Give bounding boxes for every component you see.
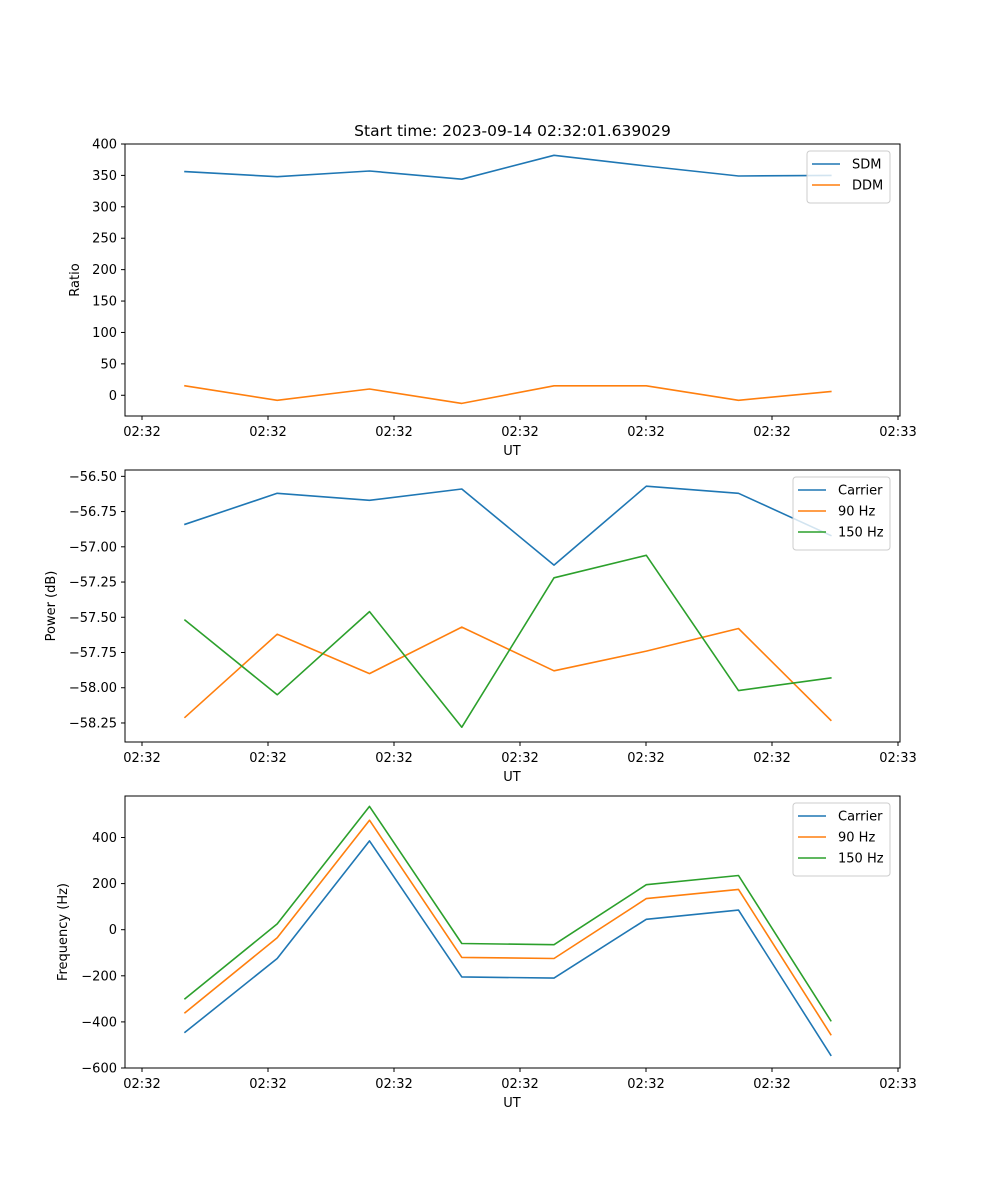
x-tick-label: 02:32 [627, 751, 664, 766]
y-tick-label: −57.50 [69, 611, 117, 626]
x-tick-label: 02:32 [375, 751, 412, 766]
x-tick-label: 02:32 [753, 425, 790, 440]
panel-ratio: 02:32 02:32 02:32 02:32 02:32 02:32 02:33 0 50 10… [68, 138, 917, 460]
x-tick-label: 02:32 [627, 425, 664, 440]
x-tick-label: 02:32 [249, 751, 286, 766]
panel-power: 02:32 02:32 02:32 02:32 02:32 02:32 02:33 −58.2… [44, 469, 917, 785]
y-tick-label: 100 [92, 326, 117, 341]
y-tick-label: −600 [81, 1062, 117, 1077]
x-axis-label: UT [503, 1096, 521, 1111]
legend-label: Carrier [838, 810, 883, 825]
x-tick-label: 02:32 [249, 1077, 286, 1092]
y-tick-label: −56.75 [69, 505, 117, 520]
y-tick-label: −400 [81, 1015, 117, 1030]
x-tick-label: 02:32 [123, 1077, 160, 1092]
y-axis-label: Ratio [68, 263, 83, 296]
legend-label: DDM [852, 179, 883, 194]
panel-frequency: 02:32 02:32 02:32 02:32 02:32 02:32 02:33 −600 −… [56, 795, 917, 1111]
legend-label: 150 Hz [838, 852, 884, 867]
y-tick-label: −200 [81, 969, 117, 984]
y-tick-label: 400 [92, 138, 117, 153]
x-axis-label: UT [503, 770, 521, 785]
legend-label: 150 Hz [838, 526, 884, 541]
axes-frame [124, 469, 901, 743]
series-line-sdm [184, 154, 832, 180]
series-line-ddm [184, 384, 832, 405]
y-tick-label: 300 [92, 200, 117, 215]
legend-label: SDM [852, 158, 881, 173]
y-tick-label: 150 [92, 295, 117, 310]
x-tick-label: 02:32 [501, 425, 538, 440]
x-tick-label: 02:32 [501, 1077, 538, 1092]
y-tick-label: 400 [92, 831, 117, 846]
x-tick-label: 02:32 [123, 751, 160, 766]
y-tick-label: −58.00 [69, 681, 117, 696]
y-tick-label: 200 [92, 877, 117, 892]
x-tick-label: 02:32 [249, 425, 286, 440]
legend: Carrier 90 Hz 150 Hz [792, 802, 891, 877]
chart-title: Start time: 2023-09-14 02:32:01.639029 [354, 122, 671, 140]
y-tick-label: 0 [109, 923, 117, 938]
axes-frame [124, 795, 901, 1069]
x-tick-label: 02:32 [501, 751, 538, 766]
x-tick-label: 02:33 [879, 751, 916, 766]
x-tick-label: 02:33 [879, 425, 916, 440]
legend: Carrier 90 Hz 150 Hz [792, 476, 891, 551]
y-tick-label: 50 [100, 357, 117, 372]
y-axis-label: Frequency (Hz) [56, 883, 71, 981]
axes-frame [124, 143, 901, 417]
series-line-90-hz [183, 626, 832, 722]
series-line-150-hz [183, 554, 832, 729]
legend-label: 90 Hz [838, 831, 875, 846]
x-tick-label: 02:33 [879, 1077, 916, 1092]
legend-label: Carrier [838, 484, 883, 499]
series-line-carrier [183, 840, 832, 1057]
series-line-90-hz [183, 819, 832, 1036]
y-tick-label: −57.00 [69, 540, 117, 555]
x-tick-label: 02:32 [753, 1077, 790, 1092]
legend-label: 90 Hz [838, 505, 875, 520]
x-axis-label: UT [503, 444, 521, 459]
y-tick-label: 350 [92, 169, 117, 184]
y-tick-label: −57.75 [69, 646, 117, 661]
y-tick-label: −57.25 [69, 576, 117, 591]
x-tick-label: 02:32 [627, 1077, 664, 1092]
x-tick-label: 02:32 [375, 1077, 412, 1092]
y-tick-label: 250 [92, 232, 117, 247]
y-tick-label: 0 [109, 389, 117, 404]
y-tick-label: −56.50 [69, 470, 117, 485]
legend: SDM DDM [806, 150, 891, 204]
y-axis-label: Power (dB) [44, 571, 59, 642]
x-tick-label: 02:32 [375, 425, 412, 440]
series-line-carrier [183, 485, 832, 566]
x-tick-label: 02:32 [123, 425, 160, 440]
x-tick-label: 02:32 [753, 751, 790, 766]
series-line-150-hz [183, 805, 832, 1022]
y-tick-label: 200 [92, 263, 117, 278]
y-tick-label: −58.25 [69, 716, 117, 731]
